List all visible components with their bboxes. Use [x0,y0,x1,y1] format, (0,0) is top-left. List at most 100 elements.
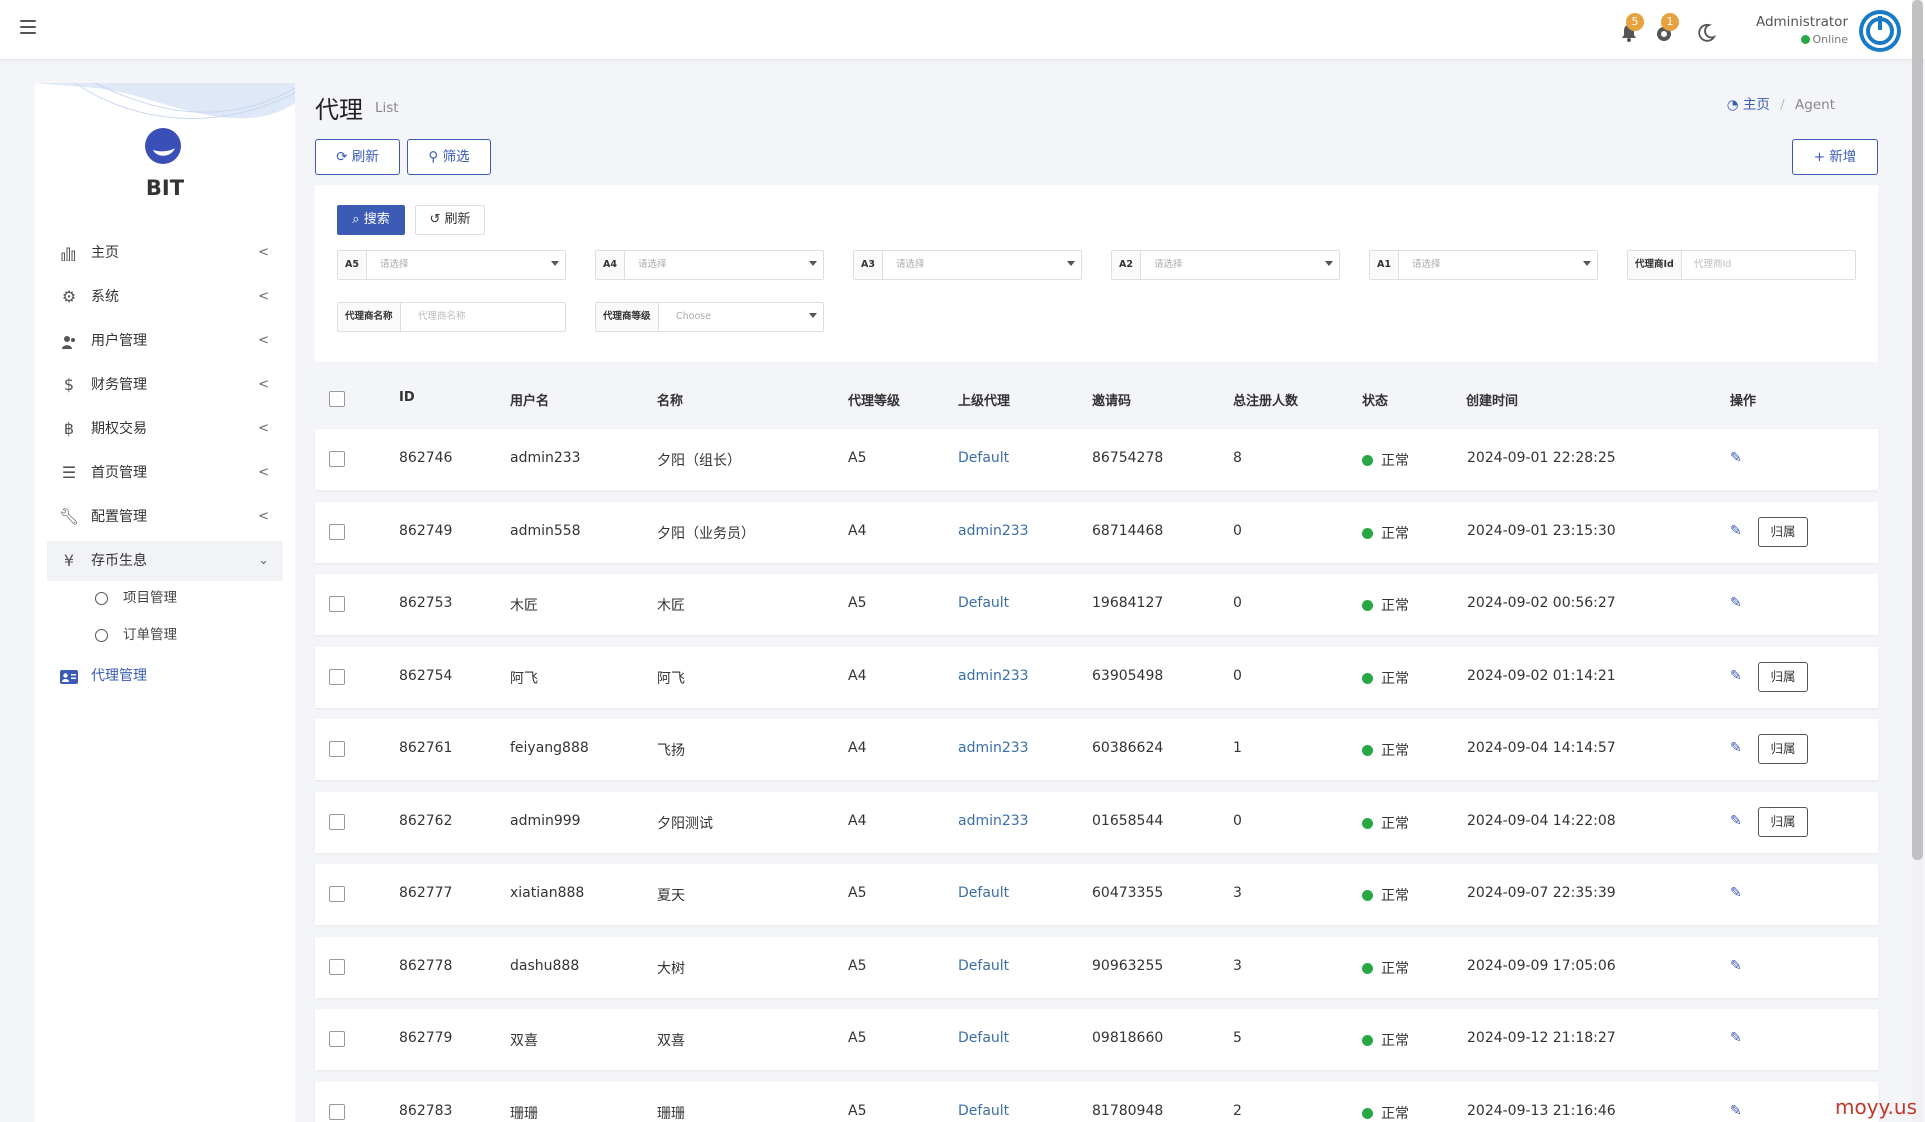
page-scrollbar[interactable] [1912,0,1923,1122]
cell-parent-link[interactable]: Default [958,958,1010,974]
assign-button[interactable]: 归属 [1758,807,1808,837]
sidebar-item-agents[interactable]: 代理管理 [47,656,283,696]
search-button[interactable]: ⌕ 搜索 [337,205,405,235]
cell-registrations: 1 [1233,740,1242,756]
brand-name: BIT [145,176,185,200]
filter-label: A3 [854,251,883,279]
cell-username: admin999 [510,813,581,829]
dark-mode-moon-icon[interactable] [1695,22,1717,44]
filter-agent-id-input[interactable]: 代理商Id 代理商Id [1627,250,1856,280]
reset-button[interactable]: ↺ 刷新 [415,205,485,235]
cell-name: 珊珊 [657,1106,685,1122]
caret-down-icon [551,261,559,266]
filter-a5-select[interactable]: A5 请选择 [337,250,566,280]
filter-a4-select[interactable]: A4 请选择 [595,250,824,280]
watermark-text: moyy.us [1835,1095,1917,1119]
assign-button[interactable]: 归属 [1758,662,1808,692]
cell-id: 862779 [399,1030,453,1046]
sidebar-item-label: 财务管理 [91,377,147,393]
sidebar-item-homepage[interactable]: ☰ 首页管理 < [47,453,283,493]
row-checkbox[interactable] [329,669,345,685]
edit-icon[interactable]: ✎ [1730,813,1742,829]
cell-parent-link[interactable]: Default [958,1030,1010,1046]
edit-icon[interactable]: ✎ [1730,523,1742,539]
cell-id: 862753 [399,595,453,611]
cell-registrations: 5 [1233,1030,1242,1046]
row-checkbox[interactable] [329,1031,345,1047]
chevron-left-icon: < [258,377,269,392]
edit-icon[interactable]: ✎ [1730,668,1742,684]
search-icon: ⌕ [352,212,360,227]
sidebar-item-config[interactable]: 🔧︎ 配置管理 < [47,497,283,537]
sidebar-item-options[interactable]: ฿ 期权交易 < [47,409,283,449]
refresh-button[interactable]: ⟳ 刷新 [315,139,400,175]
cell-parent-link[interactable]: admin233 [958,740,1029,756]
messages-icon[interactable]: 1 [1653,13,1679,44]
row-checkbox[interactable] [329,814,345,830]
plus-icon: + [1813,149,1825,165]
edit-icon[interactable]: ✎ [1730,958,1742,974]
assign-button[interactable]: 归属 [1758,734,1808,764]
cell-parent-link[interactable]: admin233 [958,668,1029,684]
filter-placeholder: Choose [676,311,712,322]
filter-agent-level-select[interactable]: 代理商等级 Choose [595,302,824,332]
cell-status: 正常 [1362,523,1409,543]
filter-agent-name-input[interactable]: 代理商名称 代理商名称 [337,302,566,332]
cell-parent-link[interactable]: admin233 [958,813,1029,829]
row-checkbox[interactable] [329,524,345,540]
cell-name: 双喜 [657,1033,685,1049]
table-row: 862777 xiatian888 夏天 A5 Default 60473355 3 正常 20… [315,864,1878,925]
row-checkbox[interactable] [329,886,345,902]
bar-chart-icon [57,233,81,273]
row-checkbox[interactable] [329,596,345,612]
filter-a3-select[interactable]: A3 请选择 [853,250,1082,280]
edit-icon[interactable]: ✎ [1730,450,1742,466]
select-all-checkbox[interactable] [329,391,345,407]
menu-toggle-icon[interactable] [20,20,36,34]
edit-icon[interactable]: ✎ [1730,740,1742,756]
cell-parent-link[interactable]: Default [958,450,1010,466]
sidebar-item-system[interactable]: ⚙ 系统 < [47,277,283,317]
edit-icon[interactable]: ✎ [1730,1030,1742,1046]
cell-invite-code: 19684127 [1092,595,1164,611]
edit-icon[interactable]: ✎ [1730,885,1742,901]
status-text: 正常 [1381,961,1409,977]
table-row: 862746 admin233 夕阳（组长） A5 Default 86754278 8 正常… [315,429,1878,490]
avatar[interactable] [1859,10,1901,52]
row-checkbox[interactable] [329,741,345,757]
assign-button[interactable]: 归属 [1758,517,1808,547]
user-name[interactable]: Administrator [1755,14,1848,30]
scrollbar-thumb[interactable] [1912,0,1923,860]
filter-label: 代理商等级 [596,303,659,331]
cell-registrations: 0 [1233,813,1242,829]
cell-invite-code: 01658544 [1092,813,1164,829]
sidebar-subitem-projects[interactable]: 项目管理 [95,582,177,614]
status-dot-icon [1362,673,1373,684]
yen-icon: ¥ [63,551,75,570]
brand-logo-icon [145,128,181,164]
row-checkbox[interactable] [329,451,345,467]
filter-a1-select[interactable]: A1 请选择 [1369,250,1598,280]
cell-created: 2024-09-13 21:16:46 [1467,1103,1616,1119]
status-text: 正常 [1381,1033,1409,1049]
breadcrumb-home[interactable]: ◔ 主页 [1726,97,1770,113]
row-checkbox[interactable] [329,1104,345,1120]
filter-a2-select[interactable]: A2 请选择 [1111,250,1340,280]
cell-parent-link[interactable]: admin233 [958,523,1029,539]
sidebar-item-finance[interactable]: $ 财务管理 < [47,365,283,405]
edit-icon[interactable]: ✎ [1730,595,1742,611]
sidebar-item-home[interactable]: 主页 < [47,233,283,273]
row-checkbox[interactable] [329,959,345,975]
sidebar-item-staking[interactable]: ¥ 存币生息 ⌄ [47,541,283,581]
cell-invite-code: 90963255 [1092,958,1164,974]
notifications-bell-icon[interactable]: 5 [1618,13,1644,44]
sidebar-item-users[interactable]: 用户管理 < [47,321,283,361]
cell-parent-link[interactable]: Default [958,885,1010,901]
edit-icon[interactable]: ✎ [1730,1103,1742,1119]
sidebar-subitem-orders[interactable]: 订单管理 [95,619,177,651]
cell-parent-link[interactable]: Default [958,1103,1010,1119]
add-button[interactable]: + 新增 [1792,139,1878,175]
cell-parent-link[interactable]: Default [958,595,1010,611]
cell-created: 2024-09-12 21:18:27 [1467,1030,1616,1046]
filter-button[interactable]: ⚲ 筛选 [407,139,491,175]
